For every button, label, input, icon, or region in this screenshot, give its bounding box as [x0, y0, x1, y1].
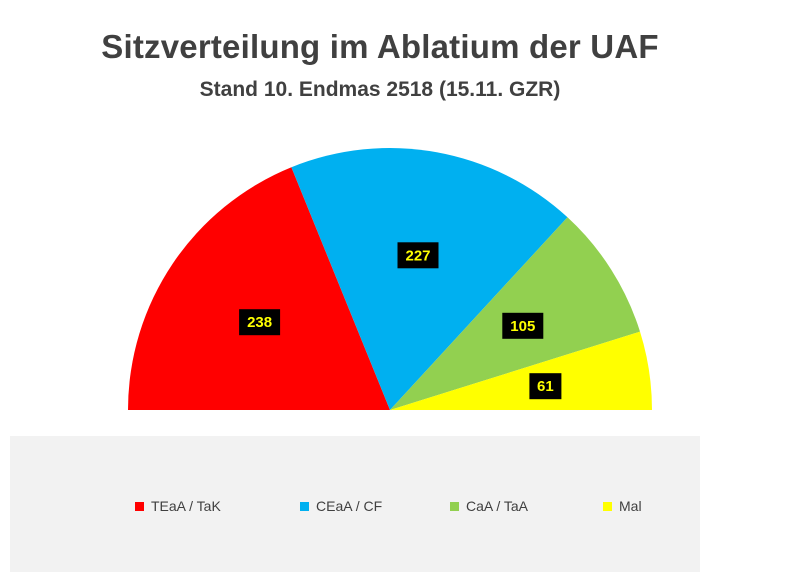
legend-panel: TEaA / TaK CEaA / CF CaA / TaA Mal: [10, 436, 700, 572]
legend-item-3: CaA / TaA: [450, 498, 528, 514]
data-label-3: 105: [502, 312, 544, 339]
legend-item-4: Mal: [603, 498, 642, 514]
legend-label: CaA / TaA: [466, 498, 529, 514]
legend-item-1: TEaA / TaK: [135, 498, 221, 514]
slice-1: [128, 167, 390, 410]
data-label-value: 61: [537, 378, 554, 395]
data-label-4: 61: [529, 373, 562, 400]
chart-title: Sitzverteilung im Ablatium der UAF: [101, 28, 659, 65]
legend-label: CEaA / CF: [316, 498, 383, 514]
legend-label: TEaA / TaK: [151, 498, 221, 514]
data-label-2: 227: [397, 242, 439, 269]
plot-area: 238 227 105 61: [128, 147, 652, 410]
legend-swatch: [450, 501, 459, 511]
slice-2: [291, 147, 568, 410]
data-label-box: [239, 309, 281, 336]
legend-label: Mal: [619, 498, 642, 514]
data-label-value: 105: [510, 318, 535, 335]
legend-item-2: CEaA / CF: [300, 498, 382, 514]
legend-swatch: [135, 501, 144, 511]
data-label-1: 238: [239, 309, 281, 336]
legend-swatch: [300, 501, 309, 511]
data-label-box: [529, 373, 562, 400]
data-label-box: [397, 242, 439, 269]
data-label-value: 238: [247, 314, 272, 331]
data-label-value: 227: [405, 247, 430, 264]
chart-subtitle: Stand 10. Endmas 2518 (15.11. GZR): [199, 78, 561, 101]
legend-swatch: [603, 501, 612, 511]
slice-4: [390, 331, 652, 410]
data-label-box: [502, 312, 544, 339]
